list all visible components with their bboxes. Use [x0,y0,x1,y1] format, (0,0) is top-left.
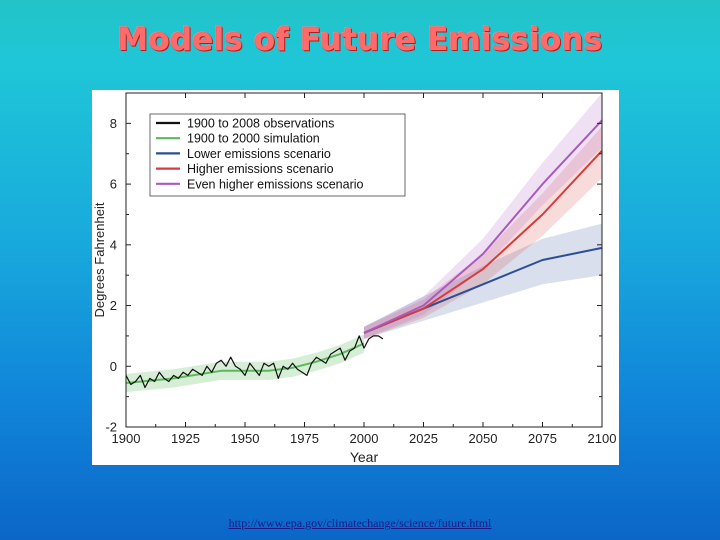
x-tick-label: 1975 [290,431,319,446]
x-tick-label: 2075 [528,431,557,446]
y-tick-label: 6 [110,177,117,192]
legend-label-even_higher: Even higher emissions scenario [187,177,364,191]
y-tick-label: 8 [110,116,117,131]
x-axis-label: Year [350,449,379,465]
axis-ticks [125,93,603,428]
axis-tick-labels: 1900 1925 1950 1975 2000 2025 2050 2075 2100 -2 0 2… [105,116,616,446]
line-higher [363,150,603,334]
legend-label-lower: Lower emissions scenario [187,147,331,161]
y-tick-label: -2 [105,420,117,435]
x-tick-label: 2050 [469,431,498,446]
x-tick-label: 2100 [588,431,617,446]
y-axis-label: Degrees Fahrenheit [92,202,107,317]
y-tick-label: 2 [110,298,117,313]
x-tick-label: 2025 [409,431,438,446]
band-lower [364,223,602,339]
x-tick-label: 1900 [112,431,141,446]
x-tick-label: 2000 [350,431,379,446]
line-observations [125,335,384,389]
x-tick-label: 1925 [171,431,200,446]
source-link[interactable]: http://www.epa.gov/climatechange/science… [228,516,492,530]
legend-box [149,113,406,197]
band-simulation [126,334,364,393]
uncertainty-bands [126,93,602,393]
legend-label-higher: Higher emissions scenario [187,162,334,176]
slide-title: Models of Future Emissions [117,22,603,58]
y-tick-label: 4 [110,237,117,252]
x-tick-label: 1950 [231,431,260,446]
legend-label-observations: 1900 to 2008 observations [187,117,334,131]
line-simulation [125,342,365,384]
line-even_higher [363,119,603,334]
band-higher [364,126,602,339]
chart: 1900 1925 1950 1975 2000 2025 2050 2075 2100 -2 0 2… [92,90,619,465]
temperature-projection-chart: 1900 1925 1950 1975 2000 2025 2050 2075 2100 -2 0 2… [92,92,616,465]
y-tick-label: 0 [110,359,117,374]
legend-label-simulation: 1900 to 2000 simulation [187,132,320,146]
series-lines [125,119,603,389]
